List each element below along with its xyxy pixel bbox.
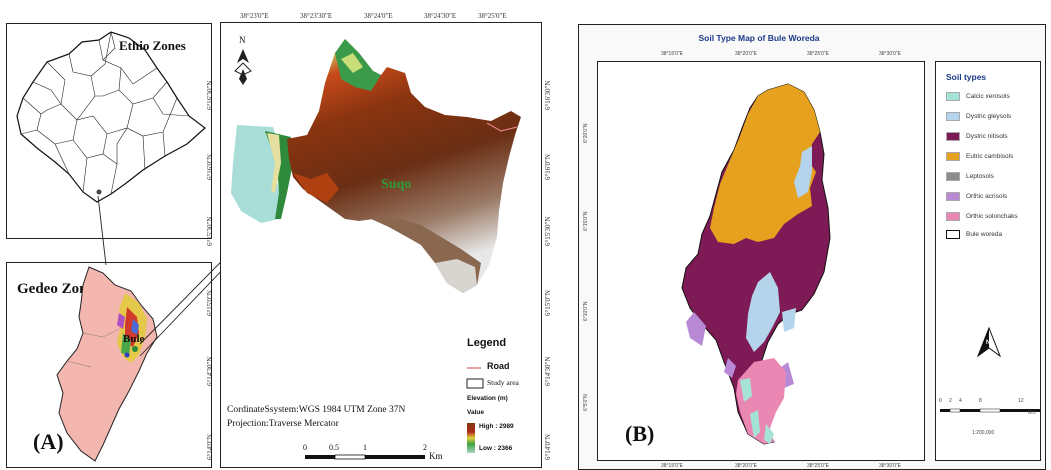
top-tick: 38°25'0"E	[807, 51, 829, 57]
legend-label: Orthic solonchaks	[966, 213, 1018, 220]
elevation-map-frame: N Suqo Legend Road Study area Elevation …	[220, 22, 542, 468]
legend-item-6: Orthic solonchaks	[946, 210, 1018, 223]
legend-item-4: Leptosols	[946, 170, 994, 183]
left-tick: 6°5'0"N	[583, 394, 589, 411]
scale-tick-3: 2	[423, 443, 427, 452]
swatch	[946, 212, 960, 221]
left-tick: 6°15'0"N	[206, 290, 214, 316]
swatch	[946, 152, 960, 161]
legend-high: High : 2989	[479, 423, 514, 430]
top-tick: 38°30'0"E	[879, 51, 901, 57]
right-tick: 6°15'0"N	[544, 290, 552, 316]
swatch	[946, 230, 960, 239]
left-tick: 6°14'0"N	[206, 434, 214, 460]
north-label-b: N	[986, 340, 990, 346]
bottom-tick: 38°30'0"E	[879, 463, 901, 469]
legend-label: Eutric cambisols	[966, 153, 1013, 160]
legend-elevation-title: Elevation (m)	[467, 395, 508, 402]
bottom-tick: 38°15'0"E	[661, 463, 683, 469]
north-arrow-icon	[235, 49, 251, 85]
top-tick: 38°23'30"E	[300, 12, 332, 20]
panel-b-label: (B)	[625, 421, 654, 447]
coordinate-system: CordinateSsystem:WGS 1984 UTM Zone 37N	[227, 405, 405, 415]
legend-title: Legend	[467, 337, 506, 349]
top-tick: 38°23'0"E	[240, 12, 269, 20]
legend-label: Orthic acrisols	[966, 193, 1007, 200]
legend-item-3: Eutric cambisols	[946, 150, 1013, 163]
scale-tick: 12	[1018, 398, 1024, 404]
legend-value-label: Value	[467, 409, 484, 416]
bottom-tick: 38°25'0"E	[807, 463, 829, 469]
scale-bar-b	[940, 406, 1040, 416]
soil-legend-title: Soil types	[946, 72, 986, 82]
swatch	[946, 112, 960, 121]
scale-tick: 8	[979, 398, 982, 404]
right-tick: 6°16'30"N	[544, 81, 552, 110]
legend-label: Dystric gleysols	[966, 113, 1011, 120]
scale-tick: 4	[959, 398, 962, 404]
legend-study-area: Study area	[487, 378, 519, 387]
legend-label: Leptosols	[966, 173, 994, 180]
legend-item-0: Calcic xerosols	[946, 90, 1010, 103]
legend-label: Bule woreda	[966, 231, 1002, 238]
scale-tick: 2	[949, 398, 952, 404]
top-tick: 38°24'30"E	[424, 12, 456, 20]
left-tick: 6°15'0"N	[583, 212, 589, 231]
bottom-tick: 38°20'0"E	[735, 463, 757, 469]
swatch	[946, 172, 960, 181]
legend-label: Calcic xerosols	[966, 93, 1010, 100]
scale-unit: Km	[429, 451, 443, 461]
left-tick: 6°16'0"N	[206, 154, 214, 180]
left-tick: 6°14'30"N	[206, 357, 214, 386]
legend-item-2: Dystric nitisols	[946, 130, 1008, 143]
scale-tick-0: 0	[303, 443, 307, 452]
scale-ratio: 1:200,000	[972, 430, 994, 436]
right-tick: 6°14'0"N	[544, 434, 552, 460]
legend-item-5: Orthic acrisols	[946, 190, 1007, 203]
north-label: N	[239, 35, 246, 45]
swatch	[946, 192, 960, 201]
legend-low: Low : 2366	[479, 445, 512, 452]
top-tick: 38°25'0"E	[478, 12, 507, 20]
left-tick: 6°16'30"N	[206, 81, 214, 110]
legend-item-1: Dystric gleysols	[946, 110, 1011, 123]
soil-map-title: Soil Type Map of Bule Woreda	[579, 33, 939, 43]
soil-map	[598, 62, 924, 460]
top-tick: 38°20'0"E	[735, 51, 757, 57]
scale-tick: 0	[939, 398, 942, 404]
scale-tick-2: 1	[363, 443, 367, 452]
scale-tick-1: 0.5	[329, 443, 339, 452]
scale-unit-b: Km	[1028, 410, 1036, 416]
legend-label: Dystric nitisols	[966, 133, 1008, 140]
soil-legend: Soil types Calcic xerosols Dystric gleys…	[935, 61, 1041, 461]
top-tick: 38°15'0"E	[661, 51, 683, 57]
projection: Projection:Traverse Mercator	[227, 419, 339, 429]
legend-item-7: Bule woreda	[946, 228, 1002, 241]
soil-map-frame	[597, 61, 925, 461]
left-tick: 6°20'0"N	[583, 124, 589, 143]
top-tick: 38°24'0"E	[364, 12, 393, 20]
legend-road: Road	[487, 361, 510, 371]
right-tick: 6°16'0"N	[544, 154, 552, 180]
swatch	[946, 132, 960, 141]
left-tick: 6°10'0"N	[583, 302, 589, 321]
suqo-label: Suqo	[381, 177, 411, 193]
right-tick: 6°14'30"N	[544, 357, 552, 386]
panel-b: Soil Type Map of Bule Woreda 38°15'0"E 3…	[578, 24, 1046, 470]
right-tick: 6°15'30"N	[544, 217, 552, 246]
left-tick: 6°15'30"N	[206, 217, 214, 246]
swatch	[946, 92, 960, 101]
